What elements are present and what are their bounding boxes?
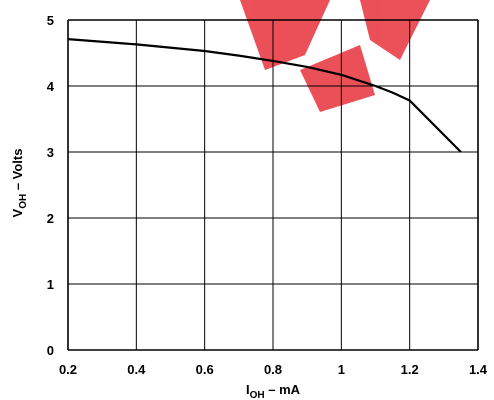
x-tick-label: 0.6 — [196, 362, 214, 377]
y-tick-label: 4 — [47, 79, 55, 94]
series-line — [67, 38, 462, 153]
y-tick-label: 0 — [47, 343, 54, 358]
y-tick-label: 1 — [47, 277, 54, 292]
x-tick-label: 1 — [338, 362, 345, 377]
y-axis-label: VOH – Volts — [10, 149, 29, 218]
x-axis-label: IOH – mA — [246, 382, 301, 400]
x-tick-label: 0.4 — [127, 362, 146, 377]
watermark — [240, 0, 430, 112]
y-tick-label: 2 — [47, 211, 54, 226]
series-layer — [67, 38, 462, 153]
x-tick-label: 1.4 — [469, 362, 488, 377]
y-tick-label: 5 — [47, 13, 54, 28]
x-tick-labels: 0.2 0.4 0.6 0.8 1 1.2 1.4 — [59, 362, 488, 377]
grid — [67, 19, 479, 351]
y-tick-labels: 0 1 2 3 4 5 — [47, 13, 55, 358]
x-tick-label: 0.2 — [59, 362, 77, 377]
x-tick-label: 0.8 — [264, 362, 282, 377]
x-tick-label: 1.2 — [401, 362, 419, 377]
y-tick-label: 3 — [47, 145, 54, 160]
